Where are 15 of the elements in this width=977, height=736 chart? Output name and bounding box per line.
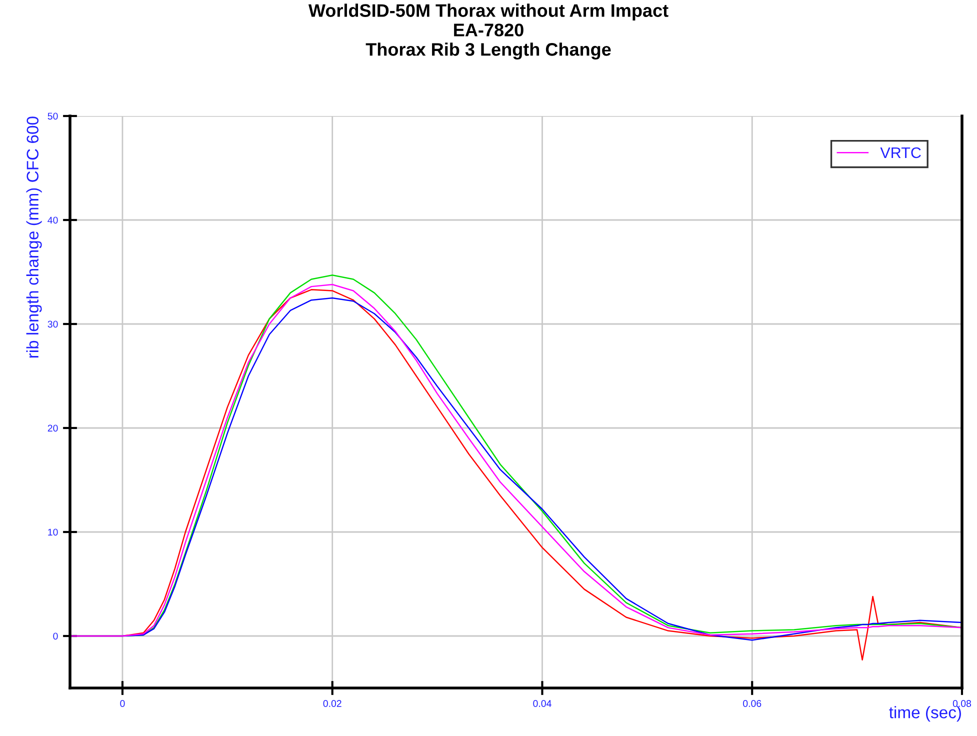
x-tick-label: 0.02 bbox=[323, 700, 342, 707]
y-tick-label: 0 bbox=[53, 632, 58, 640]
y-tick-label: 50 bbox=[48, 112, 58, 120]
y-tick-label: 20 bbox=[48, 424, 58, 432]
legend-label: VRTC bbox=[880, 147, 921, 158]
chart-title: WorldSID-50M Thorax without Arm Impact EA-7820 Thorax Rib 3 Length Change bbox=[308, 4, 668, 60]
x-tick-label: 0 bbox=[120, 700, 125, 707]
y-tick-label: 10 bbox=[48, 528, 58, 536]
x-tick-label: 0.08 bbox=[952, 700, 972, 707]
y-tick-label: 30 bbox=[48, 320, 58, 328]
x-tick-label: 0.04 bbox=[533, 700, 552, 707]
x-tick-label: 0.06 bbox=[743, 700, 762, 707]
y-tick-label: 40 bbox=[48, 216, 58, 224]
x-axis-title: time (sec) bbox=[889, 706, 961, 722]
y-axis-title: rib length change (mm) CFC 600 bbox=[26, 116, 42, 358]
